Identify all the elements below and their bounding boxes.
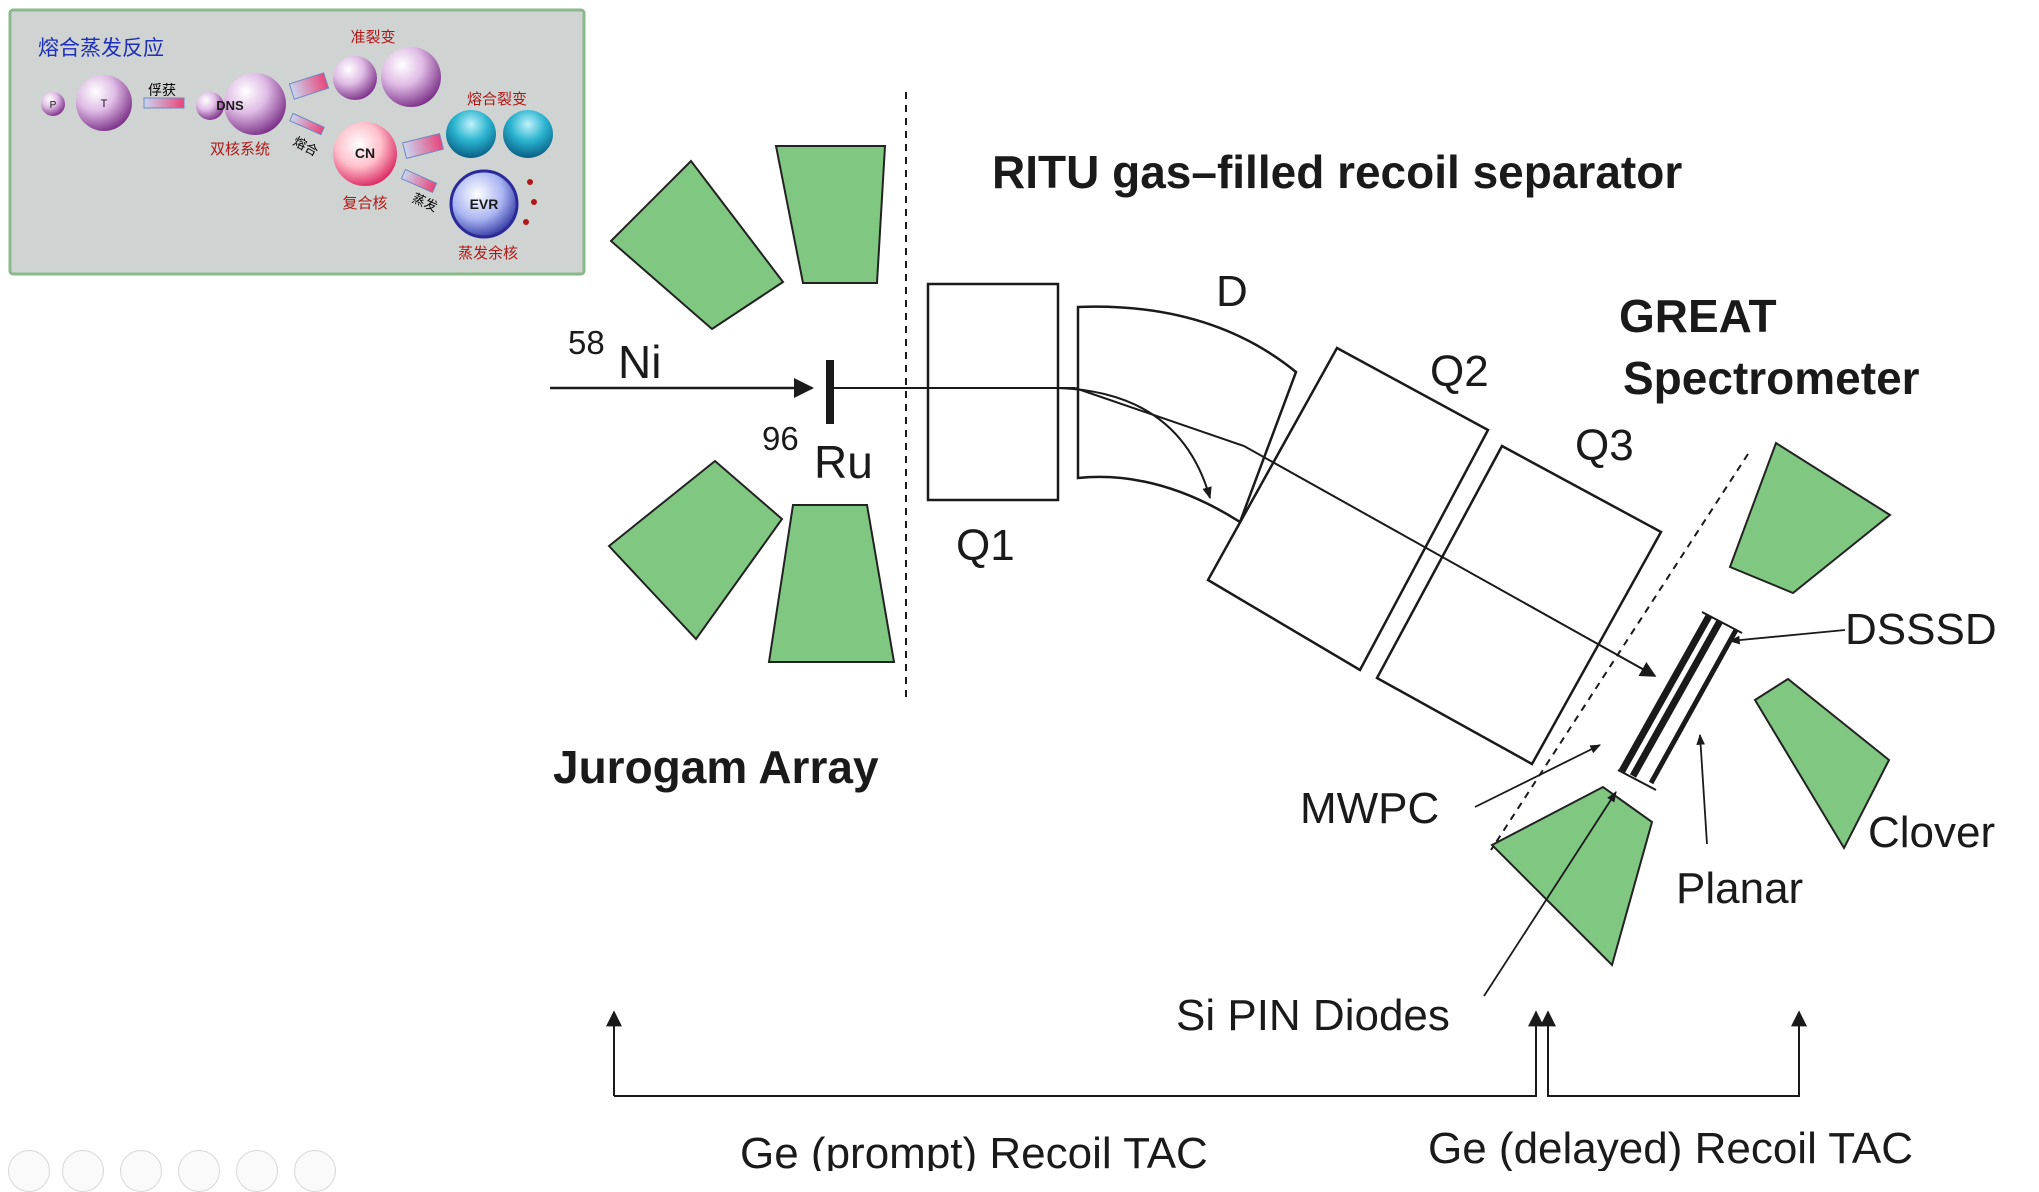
dsssd-plate bbox=[1629, 619, 1724, 778]
beam-mass-number: 58 bbox=[568, 324, 605, 361]
emitted-particle-1 bbox=[527, 179, 533, 185]
dns-small-nucleus bbox=[196, 92, 224, 120]
target-element: Ru bbox=[814, 436, 873, 488]
jurogam-detector-upper-left bbox=[609, 159, 785, 331]
array-label: Jurogam Array bbox=[553, 741, 879, 793]
jurogam-detector-lower-right bbox=[767, 504, 896, 663]
target-nucleus bbox=[76, 75, 132, 131]
evaporation-residue-label: 蒸发余核 bbox=[458, 244, 518, 262]
tac-brackets bbox=[606, 1010, 1807, 1097]
quasi-fission-arrow bbox=[288, 72, 330, 100]
toolbar-button-4[interactable] bbox=[178, 1150, 220, 1192]
quasi-fragment-1 bbox=[333, 56, 377, 100]
compound-nucleus-label: 复合核 bbox=[342, 194, 387, 212]
dipole-label: D bbox=[1216, 267, 1248, 316]
toolbar-button-2[interactable] bbox=[62, 1150, 104, 1192]
q1-label: Q1 bbox=[956, 521, 1015, 570]
great-boundary-line bbox=[1490, 453, 1749, 851]
q3-label: Q3 bbox=[1575, 421, 1634, 470]
fission-fragment-2 bbox=[503, 110, 553, 158]
q1-magnet bbox=[926, 282, 1060, 502]
mwpc-plate bbox=[1618, 614, 1713, 773]
mwpc-leader bbox=[1474, 744, 1601, 808]
si-pin-label: Si PIN Diodes bbox=[1176, 991, 1450, 1040]
target-mass-number: 96 bbox=[762, 420, 799, 457]
capture-arrow bbox=[143, 97, 185, 109]
evr-label: EVR bbox=[470, 196, 499, 212]
si-pin-detector bbox=[1490, 785, 1654, 967]
projectile-nucleus bbox=[41, 92, 65, 116]
toolbar-button-6[interactable] bbox=[294, 1150, 336, 1192]
stack-cap-bottom bbox=[1617, 769, 1657, 791]
dns-large-nucleus bbox=[224, 73, 286, 135]
target-label: T bbox=[101, 98, 108, 110]
emitted-particle-2 bbox=[531, 199, 537, 205]
toolbar-button-5[interactable] bbox=[236, 1150, 278, 1192]
stack-cap-top bbox=[1701, 611, 1743, 634]
delayed-tac-bracket bbox=[1547, 1012, 1800, 1097]
q2-magnet bbox=[1206, 346, 1490, 672]
cn-label: CN bbox=[355, 145, 375, 161]
emitted-particle-3 bbox=[523, 219, 529, 225]
fusion-arrow bbox=[289, 112, 325, 136]
q2-label: Q2 bbox=[1430, 347, 1489, 396]
toolbar-button-3[interactable] bbox=[120, 1150, 162, 1192]
planar-leader bbox=[1696, 733, 1708, 845]
planar-plate bbox=[1648, 628, 1739, 785]
mwpc-label: MWPC bbox=[1300, 784, 1439, 833]
separator-title: RITU gas–filled recoil separator bbox=[992, 146, 1682, 198]
evaporation-arrow bbox=[400, 168, 438, 194]
fission-fragment-1 bbox=[446, 110, 496, 158]
quasi-fragment-2 bbox=[381, 47, 441, 107]
prompt-tac-bracket bbox=[614, 1010, 1544, 1097]
evaporation-residue-nucleus bbox=[449, 169, 519, 239]
clover-detector-lower bbox=[1753, 677, 1891, 851]
delayed-tac-label: Ge (delayed) Recoil TAC bbox=[1428, 1124, 1913, 1171]
spectrometer-title-line1: GREAT bbox=[1619, 290, 1777, 342]
si-pin-leader bbox=[1483, 791, 1617, 997]
capture-label: 俘获 bbox=[148, 83, 176, 99]
toolbar-button-1[interactable] bbox=[8, 1150, 50, 1192]
jurogam-detectors bbox=[607, 145, 896, 663]
great-detectors bbox=[1490, 441, 1892, 967]
prompt-tac-label: Ge (prompt) Recoil TAC bbox=[740, 1129, 1208, 1171]
clover-label: Clover bbox=[1868, 808, 1995, 857]
dsssd-label: DSSSD bbox=[1845, 605, 1997, 654]
fusion-fission-label: 熔合裂变 bbox=[467, 90, 527, 108]
dipole-deflection-arrow bbox=[1057, 387, 1212, 500]
inset-title: 熔合蒸发反应 bbox=[38, 36, 164, 60]
jurogam-detector-lower-left bbox=[607, 459, 784, 641]
fusion-fission-arrow bbox=[402, 133, 444, 159]
dipole-magnet bbox=[1076, 305, 1298, 524]
beam-element: Ni bbox=[618, 336, 661, 388]
spectrometer-title-line2: Spectrometer bbox=[1623, 352, 1920, 404]
planar-label: Planar bbox=[1676, 864, 1803, 913]
fusion-evaporation-inset: 熔合蒸发反应 P T 俘获 DNS 双核系统 准裂变 熔合 CN 复合核 熔合裂… bbox=[8, 8, 586, 276]
recoil-trajectory bbox=[1074, 387, 1657, 677]
jurogam-detector-upper-right bbox=[774, 145, 887, 284]
clover-detector-upper bbox=[1728, 441, 1892, 595]
quasi-fission-label: 准裂变 bbox=[350, 28, 395, 46]
q3-magnet bbox=[1375, 444, 1663, 766]
dns-system-label: 双核系统 bbox=[210, 140, 270, 158]
dns-label: DNS bbox=[216, 98, 244, 113]
projectile-label: P bbox=[50, 100, 57, 111]
compound-nucleus bbox=[333, 122, 397, 186]
dsssd-leader bbox=[1728, 629, 1846, 645]
